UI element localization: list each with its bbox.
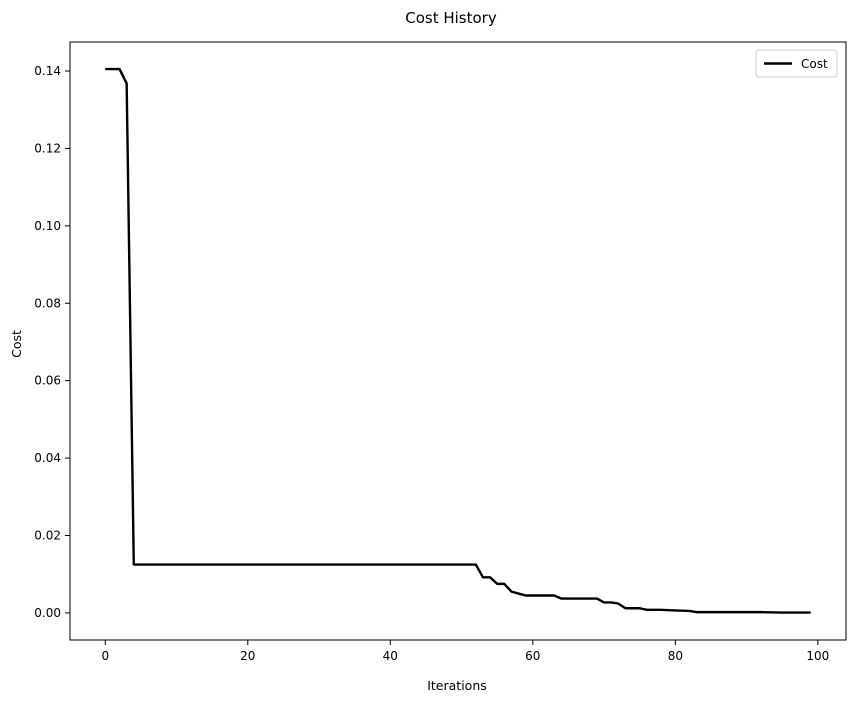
y-tick-label: 0.02 [34, 528, 61, 542]
legend-box [755, 49, 838, 78]
y-axis-label: Cost [9, 330, 24, 358]
x-tick-label: 80 [668, 649, 683, 663]
y-tick-label: 0.14 [34, 64, 61, 78]
legend-label-cost: Cost [801, 57, 828, 71]
y-tick-label: 0.04 [34, 451, 61, 465]
x-axis-label: Iterations [427, 678, 487, 693]
cost-series-line [105, 67, 811, 614]
x-tick-label: 60 [525, 649, 540, 663]
y-tick-label: 0.12 [34, 141, 61, 155]
chart-title: Cost History [405, 9, 497, 27]
x-tick-label: 0 [101, 649, 109, 663]
x-tick-label: 40 [383, 649, 398, 663]
plot-area: 0 20 40 60 80 100 0.00 0.02 0.04 0.06 0.08 0.10 0.12… [34, 41, 847, 663]
y-tick-label: 0.08 [34, 296, 61, 310]
x-tick-label: 20 [240, 649, 255, 663]
y-tick-label: 0.00 [34, 606, 61, 620]
x-tick-label: 100 [806, 649, 829, 663]
y-tick-label: 0.06 [34, 374, 61, 388]
axes-frame [69, 41, 847, 641]
y-tick-label: 0.10 [34, 219, 61, 233]
